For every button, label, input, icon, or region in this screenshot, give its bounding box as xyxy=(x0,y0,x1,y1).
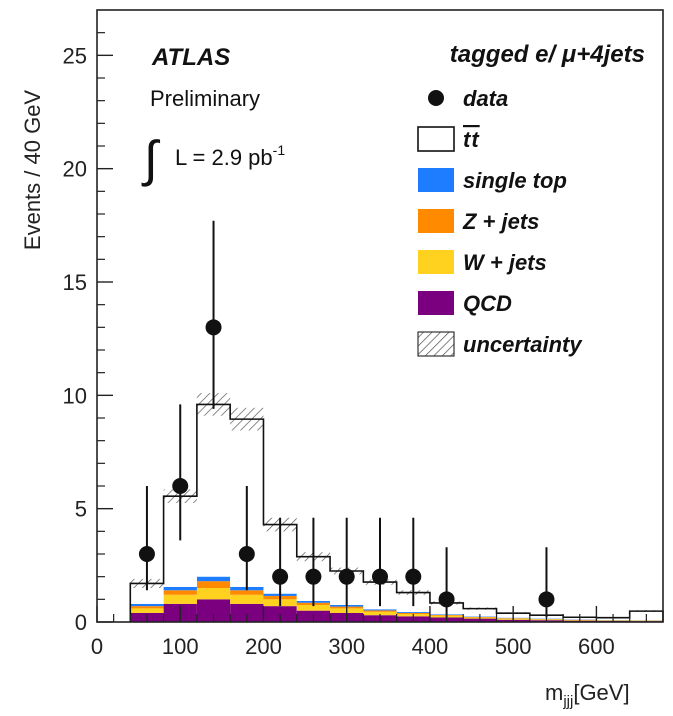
x-axis-title-unit: [GeV] xyxy=(573,680,629,705)
x-tick-label-200: 200 xyxy=(245,634,282,659)
legend-swatch-z-jets xyxy=(418,209,454,233)
data-point-2 xyxy=(205,319,222,336)
data-point-0 xyxy=(138,546,155,562)
bar-z-jets-8 xyxy=(396,612,430,615)
bar-w-jets-7 xyxy=(363,611,397,616)
bar-z-jets-7 xyxy=(363,610,397,612)
atlas-label: ATLAS xyxy=(151,44,230,71)
lumi-label: L = 2.9 pb-1 xyxy=(175,142,285,170)
bar-w-jets-1 xyxy=(163,594,197,604)
x-tick-label-100: 100 xyxy=(162,634,199,659)
bar-w-jets-5 xyxy=(296,605,331,611)
legend-marker-data xyxy=(428,90,444,106)
bar-z-jets-2 xyxy=(196,581,231,588)
x-tick-label-500: 500 xyxy=(495,634,532,659)
y-tick-label-5: 5 xyxy=(75,497,87,522)
data-point-7 xyxy=(372,568,388,585)
bar-z-jets-3 xyxy=(230,590,264,595)
legend-label-single-top: single top xyxy=(463,168,567,193)
legend-label-uncertainty: uncertainty xyxy=(463,332,583,357)
legend-swatch-qcd xyxy=(418,291,454,315)
data-point-8 xyxy=(405,568,422,585)
bar-w-jets-0 xyxy=(130,608,164,613)
data-point-5 xyxy=(305,568,322,585)
y-tick-label-20: 20 xyxy=(63,157,87,182)
bar-qcd-2 xyxy=(196,599,231,622)
data-point-1 xyxy=(172,478,189,494)
x-axis-title-sub: jjj xyxy=(562,693,573,710)
bar-tt-2 xyxy=(196,404,231,577)
bar-single-top-7 xyxy=(363,609,397,611)
legend-label-data: data xyxy=(463,86,508,111)
y-tick-label-25: 25 xyxy=(63,43,87,68)
bar-single-top-1 xyxy=(163,586,197,591)
legend-label-z-jets: Z + jets xyxy=(462,209,539,234)
data-point-6 xyxy=(338,568,355,585)
bar-w-jets-3 xyxy=(230,594,264,604)
preliminary-label: Preliminary xyxy=(150,86,260,111)
y-tick-label-10: 10 xyxy=(63,383,87,408)
data-point-9 xyxy=(438,591,455,608)
x-tick-label-600: 600 xyxy=(578,634,615,659)
x-axis-title-main: m xyxy=(545,680,563,705)
bar-single-top-2 xyxy=(196,576,231,582)
legend-swatch-single-top xyxy=(418,168,454,192)
legend-swatch-tt xyxy=(417,126,455,152)
bar-z-jets-0 xyxy=(130,606,164,609)
lumi-exponent: -1 xyxy=(273,142,286,158)
data-point-3 xyxy=(238,546,255,562)
bar-single-top-8 xyxy=(396,612,430,613)
x-tick-label-400: 400 xyxy=(412,634,449,659)
legend-label-tt: tt xyxy=(463,127,480,152)
x-tick-label-0: 0 xyxy=(91,634,103,659)
bar-qcd-3 xyxy=(230,603,264,622)
x-tick-label-300: 300 xyxy=(328,634,365,659)
data-point-4 xyxy=(272,568,289,585)
y-tick-label-15: 15 xyxy=(63,270,87,295)
lumi-text: L = 2.9 pb xyxy=(175,145,273,170)
bar-z-jets-1 xyxy=(163,590,197,595)
data-point-10 xyxy=(538,591,555,608)
bar-tt-10 xyxy=(463,608,497,617)
y-tick-label-0: 0 xyxy=(75,610,87,635)
bar-tt-0 xyxy=(130,583,164,604)
channel-label: tagged e/ μ+4jets xyxy=(450,41,645,68)
legend-swatch-w-jets xyxy=(418,250,454,274)
bar-single-top-0 xyxy=(130,603,164,607)
y-axis-title: Events / 40 GeV xyxy=(20,90,45,251)
bar-w-jets-2 xyxy=(196,588,231,600)
legend-swatch-uncertainty xyxy=(417,331,455,357)
legend-label-w-jets: W + jets xyxy=(463,250,547,275)
lumi-integral: ∫ xyxy=(141,131,161,187)
legend-label-qcd: QCD xyxy=(463,291,512,316)
x-axis-title: mjjj[GeV] xyxy=(545,680,630,710)
